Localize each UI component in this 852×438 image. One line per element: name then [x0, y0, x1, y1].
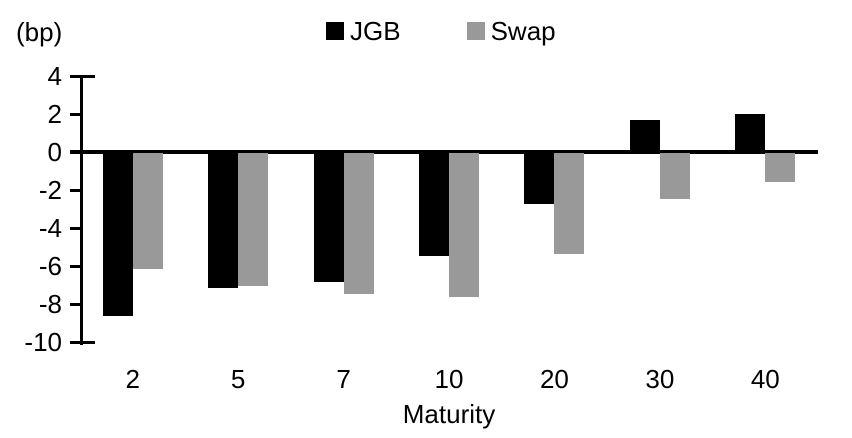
bar-swap-30 [659, 153, 690, 199]
y-tick-label: 0 [47, 137, 62, 167]
bar-jgb-5 [208, 153, 239, 288]
bar-jgb-7 [313, 153, 344, 283]
legend-swatch-icon [326, 22, 344, 40]
legend-label: JGB [350, 16, 401, 46]
x-tick-label: 7 [336, 364, 351, 394]
x-tick-label: 40 [750, 364, 780, 394]
y-axis-tick [70, 302, 80, 306]
bar-swap-40 [765, 153, 796, 182]
x-tick-label: 20 [539, 364, 569, 394]
y-tick-label: -8 [38, 289, 62, 319]
y-axis-tick [70, 188, 80, 192]
bar-jgb-30 [629, 119, 660, 152]
bar-swap-20 [554, 153, 585, 254]
bar-swap-7 [343, 153, 374, 294]
x-axis-title: Maturity [0, 401, 852, 427]
x-tick-label: 30 [645, 364, 675, 394]
bar-jgb-20 [524, 153, 555, 205]
y-axis-tick [70, 226, 80, 230]
y-tick-label: 2 [47, 99, 62, 129]
legend-swatch-icon [466, 22, 485, 40]
chart-legend: JGB Swap [326, 18, 556, 44]
x-tick-label: 5 [230, 364, 246, 394]
y-tick-label: -10 [24, 327, 62, 357]
legend-label: Swap [490, 16, 556, 46]
y-axis-tick [70, 264, 80, 268]
y-tick-label: -6 [38, 251, 62, 281]
y-axis-unit-label: (bp) [16, 17, 63, 47]
y-axis-line [80, 76, 83, 345]
x-tick-label: 10 [434, 364, 464, 394]
y-tick-label: 4 [47, 61, 62, 91]
bar-swap-5 [238, 153, 269, 286]
legend-item-jgb: JGB [326, 18, 401, 44]
bar-swap-2 [132, 153, 163, 269]
x-tick-label: 2 [125, 364, 140, 394]
y-axis-tick [70, 112, 80, 116]
x-axis-zero-line [70, 150, 818, 154]
bar-jgb-10 [419, 153, 449, 256]
y-tick-label: -4 [38, 213, 62, 243]
bar-jgb-40 [735, 114, 766, 152]
x-axis-title-text: Maturity [402, 399, 496, 429]
y-tick-label: -2 [38, 175, 62, 205]
legend-item-swap: Swap [466, 16, 556, 46]
bar-swap-10 [449, 153, 479, 298]
y-axis-tick [70, 340, 95, 344]
bar-jgb-2 [102, 153, 133, 317]
y-axis-tick [70, 74, 95, 78]
